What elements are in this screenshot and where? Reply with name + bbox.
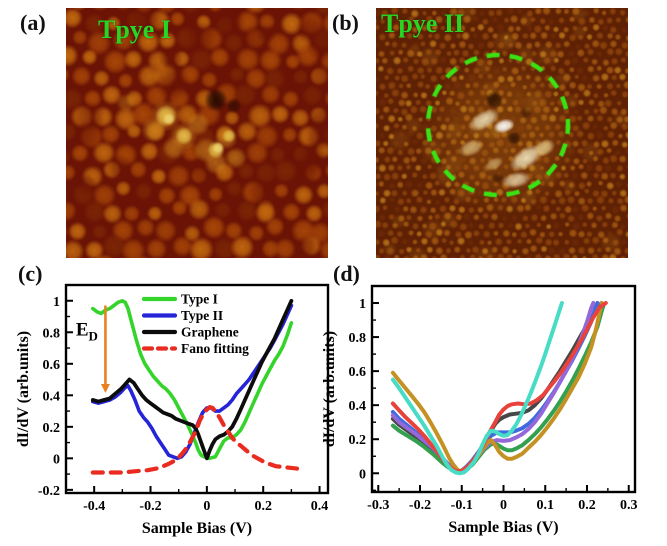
- svg-text:0.6: 0.6: [349, 365, 367, 380]
- svg-text:Sample Bias (V): Sample Bias (V): [142, 520, 252, 537]
- panel-c-label: (c): [18, 261, 43, 286]
- panel-a-label: (a): [20, 10, 46, 35]
- stm-topography-type1-image: [66, 8, 328, 258]
- type1-overlay-label: Tpye I: [98, 15, 171, 44]
- panel-d-label: (d): [333, 261, 360, 286]
- svg-text:0: 0: [500, 498, 507, 513]
- svg-text:0: 0: [203, 499, 210, 514]
- svg-text:0.1: 0.1: [536, 498, 554, 513]
- svg-text:Graphene: Graphene: [181, 325, 239, 340]
- svg-text:0: 0: [53, 452, 60, 467]
- svg-text:0.6: 0.6: [43, 358, 61, 373]
- svg-text:dI/dV (arb.units): dI/dV (arb.units): [321, 331, 338, 447]
- svg-text:0.8: 0.8: [43, 326, 61, 341]
- panel-b-label: (b): [332, 10, 359, 35]
- didv-spectra-chart-type1-type2-graphene: -0.4 -0.2 0 0.2 0.4 -0.2 0 0.2 0.4 0.6 0.8 1 Sample …: [15, 283, 330, 537]
- svg-text:-0.2: -0.2: [38, 484, 60, 499]
- svg-text:0.2: 0.2: [349, 433, 367, 448]
- svg-text:ED: ED: [76, 319, 98, 343]
- svg-text:dI/dV (arb.units): dI/dV (arb.units): [15, 331, 32, 447]
- svg-text:1: 1: [53, 295, 60, 310]
- svg-text:0.2: 0.2: [254, 499, 272, 514]
- svg-text:-0.4: -0.4: [83, 499, 105, 514]
- svg-text:0: 0: [359, 467, 366, 482]
- svg-text:0.4: 0.4: [43, 389, 61, 404]
- svg-text:Fano fitting: Fano fitting: [181, 341, 249, 356]
- svg-text:-0.2: -0.2: [139, 499, 161, 514]
- didv-spectra-chart-multiple-sites: -0.3 -0.2 -0.1 0 0.1 0.2 0.3 0 0.2 0.4 0.6 0.8 1 Samp…: [321, 284, 638, 536]
- svg-text:1: 1: [359, 297, 366, 312]
- svg-text:0.4: 0.4: [349, 399, 367, 414]
- svg-text:0.8: 0.8: [349, 331, 367, 346]
- svg-text:-0.2: -0.2: [409, 498, 431, 513]
- stm-topography-type2-image: [376, 8, 628, 258]
- svg-text:Type II: Type II: [181, 308, 223, 323]
- svg-text:Sample Bias (V): Sample Bias (V): [448, 519, 558, 536]
- svg-text:-0.3: -0.3: [367, 498, 389, 513]
- svg-text:0.2: 0.2: [43, 421, 61, 436]
- svg-text:0.3: 0.3: [620, 498, 638, 513]
- svg-text:0.2: 0.2: [578, 498, 596, 513]
- svg-text:0.4: 0.4: [311, 499, 329, 514]
- svg-text:Type I: Type I: [181, 292, 218, 307]
- svg-text:-0.1: -0.1: [451, 498, 473, 513]
- type2-overlay-label: Tpye II: [381, 9, 465, 38]
